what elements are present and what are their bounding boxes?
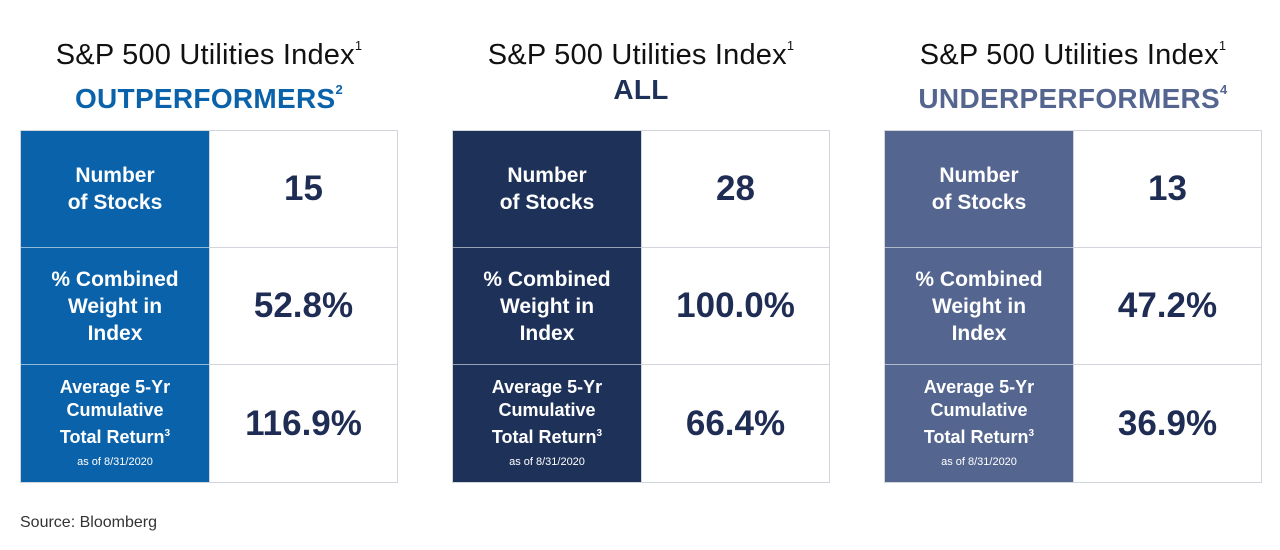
label-combined-weight: % Combined Weight in Index — [21, 248, 209, 365]
label-number-of-stocks: Number of Stocks — [453, 131, 641, 248]
stats-table: Number of Stocks 15 % Combined Weight in… — [20, 130, 398, 483]
panel-title: S&P 500 Utilities Index1 — [20, 28, 398, 73]
label-line: Average 5-Yr — [923, 377, 1035, 397]
panel-subtitle-text: UNDERPERFORMERS — [918, 83, 1221, 114]
label-line: Weight in — [67, 294, 163, 318]
panel-all: S&P 500 Utilities Index1 ALL Number of S… — [452, 28, 830, 483]
label-line: % Combined — [51, 267, 179, 291]
label-text: Total Return — [491, 427, 597, 447]
as-of-date: as of 8/31/2020 — [77, 456, 153, 468]
panel-subtitle-text: OUTPERFORMERS — [74, 83, 336, 114]
label-line: of Stocks — [931, 191, 1027, 214]
label-line: Average 5-Yr — [59, 377, 171, 397]
value-avg-return: 36.9% — [1073, 365, 1261, 482]
label-avg-return: Average 5-Yr Cumulative Total Return3 as… — [453, 365, 641, 482]
value-number-of-stocks: 28 — [641, 131, 829, 248]
label-line: Index — [87, 321, 143, 345]
stats-table: Number of Stocks 13 % Combined Weight in… — [884, 130, 1262, 483]
value-combined-weight: 100.0% — [641, 248, 829, 365]
label-line: Weight in — [931, 294, 1027, 318]
label-line: of Stocks — [499, 191, 595, 214]
panel-subtitle: ALL — [452, 73, 830, 107]
footnote-marker: 1 — [786, 38, 795, 53]
footnote-marker: 3 — [1028, 428, 1035, 439]
label-avg-return: Average 5-Yr Cumulative Total Return3 as… — [21, 365, 209, 482]
label-combined-weight: % Combined Weight in Index — [453, 248, 641, 365]
label-combined-weight: % Combined Weight in Index — [885, 248, 1073, 365]
footnote-marker: 1 — [354, 38, 363, 53]
label-line: Average 5-Yr — [491, 377, 603, 397]
label-line: Total Return3 — [924, 422, 1034, 449]
label-number-of-stocks: Number of Stocks — [885, 131, 1073, 248]
label-number-of-stocks: Number of Stocks — [21, 131, 209, 248]
value-combined-weight: 47.2% — [1073, 248, 1261, 365]
panel-title-text: S&P 500 Utilities Index — [55, 39, 355, 71]
label-line: % Combined — [483, 267, 611, 291]
source-note: Source: Bloomberg — [20, 514, 157, 531]
label-text: Total Return — [59, 427, 165, 447]
label-avg-return: Average 5-Yr Cumulative Total Return3 as… — [885, 365, 1073, 482]
stats-table: Number of Stocks 28 % Combined Weight in… — [452, 130, 830, 483]
value-combined-weight: 52.8% — [209, 248, 397, 365]
label-line: Cumulative — [930, 400, 1028, 420]
label-line: Index — [519, 321, 575, 345]
label-line: Index — [951, 321, 1007, 345]
as-of-date: as of 8/31/2020 — [941, 456, 1017, 468]
value-number-of-stocks: 13 — [1073, 131, 1261, 248]
value-avg-return: 116.9% — [209, 365, 397, 482]
label-line: Cumulative — [498, 400, 596, 420]
value-number-of-stocks: 15 — [209, 131, 397, 248]
footnote-marker: 3 — [164, 428, 171, 439]
label-line: Number — [507, 164, 587, 187]
label-line: Cumulative — [66, 400, 164, 420]
as-of-date: as of 8/31/2020 — [509, 456, 585, 468]
panel-subtitle-text: ALL — [613, 74, 669, 105]
label-line: % Combined — [915, 267, 1043, 291]
footnote-marker: 1 — [1218, 38, 1227, 53]
footnote-marker: 2 — [335, 82, 344, 97]
panel-title-text: S&P 500 Utilities Index — [487, 39, 787, 71]
panel-subtitle: OUTPERFORMERS2 — [20, 73, 398, 116]
label-line: Total Return3 — [60, 422, 170, 449]
panel-title-text: S&P 500 Utilities Index — [919, 39, 1219, 71]
panel-title: S&P 500 Utilities Index1 — [884, 28, 1262, 73]
label-line: Weight in — [499, 294, 595, 318]
value-avg-return: 66.4% — [641, 365, 829, 482]
panel-subtitle: UNDERPERFORMERS4 — [884, 73, 1262, 116]
footnote-marker: 3 — [596, 428, 603, 439]
footnote-marker: 4 — [1220, 82, 1228, 97]
panel-underperformers: S&P 500 Utilities Index1 UNDERPERFORMERS… — [884, 28, 1262, 483]
panel-title: S&P 500 Utilities Index1 — [452, 28, 830, 73]
label-line: Number — [939, 164, 1019, 187]
label-line: Number — [75, 164, 155, 187]
panel-outperformers: S&P 500 Utilities Index1 OUTPERFORMERS2 … — [20, 28, 398, 483]
label-line: of Stocks — [67, 191, 163, 214]
label-text: Total Return — [923, 427, 1029, 447]
label-line: Total Return3 — [492, 422, 602, 449]
